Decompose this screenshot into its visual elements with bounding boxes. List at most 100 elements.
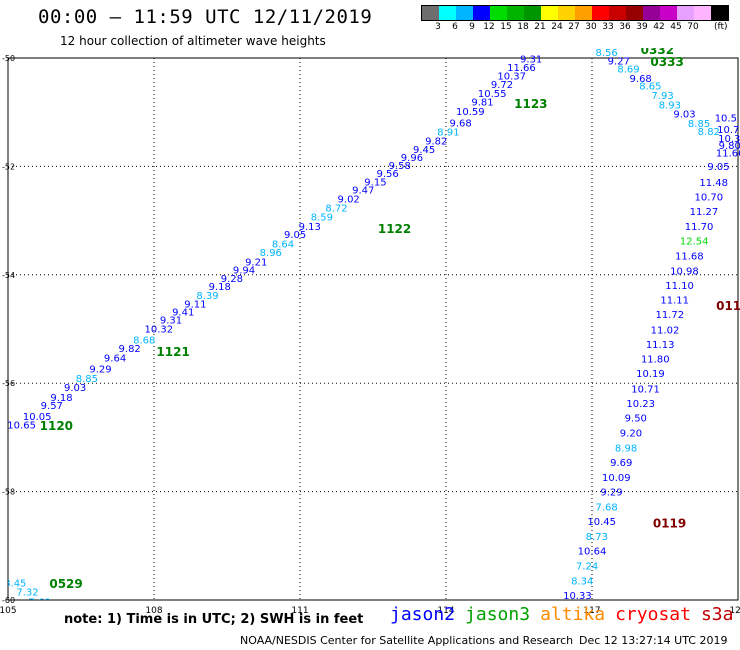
swh-value-point: 9.80 (719, 141, 740, 152)
color-scale-cell (592, 6, 609, 20)
track-time-label: 0119 (653, 516, 686, 530)
swh-value-point: 9.72 (491, 80, 513, 91)
y-tick-label: -58 (2, 488, 15, 497)
color-scale-label: 36 (619, 22, 631, 32)
swh-value-point: 8.34 (571, 576, 593, 587)
credit-line: NOAA/NESDIS Center for Satellite Applica… (240, 634, 574, 647)
swh-value-point: 9.45 (413, 145, 435, 156)
swh-value-point: 9.29 (600, 487, 622, 498)
color-scale-label: 9 (469, 22, 475, 32)
swh-value-point: 10.64 (578, 546, 607, 557)
swh-value-point: 9.96 (401, 153, 423, 164)
swh-value-point: 9.13 (299, 222, 321, 233)
swh-value-point: 11.66 (507, 63, 536, 74)
color-scale-cell (558, 6, 575, 20)
swh-value-point: 9.18 (50, 393, 72, 404)
swh-value-point: 8.45 (4, 578, 26, 589)
swh-value-point: 9.05 (707, 162, 729, 173)
color-scale-label: 30 (585, 22, 597, 32)
swh-value-point: 9.31 (520, 54, 542, 65)
swh-value-point: 8.64 (272, 240, 294, 251)
swh-value-point: 10.37 (497, 72, 526, 83)
x-tick-label: 108 (145, 606, 162, 616)
track-time-label: 1121 (156, 345, 189, 359)
swh-value-point: 9.69 (610, 458, 632, 469)
swh-value-point: 9.82 (119, 344, 141, 355)
swh-value-point: 8.65 (639, 81, 661, 92)
swh-value-point: 10.32 (145, 324, 174, 335)
swh-value-point: 9.18 (209, 282, 231, 293)
swh-value-point: 8.72 (325, 203, 347, 214)
swh-value-point: 8.85 (688, 119, 710, 130)
swh-value-point: 8.73 (586, 532, 608, 543)
y-tick-label: -56 (2, 379, 15, 388)
swh-value-point: 10.55 (478, 89, 507, 100)
color-scale-labels: 3 6 9 12 15 18 21 24 27 30 33 36 39 42 45 70 (421, 22, 727, 34)
data-layer: 10.6510.059.579.189.038.859.299.649.828.… (4, 48, 740, 608)
swh-value-point: 10.05 (23, 412, 52, 423)
swh-value-point: 9.82 (425, 137, 447, 148)
swh-value-point: 10.71 (631, 384, 660, 395)
swh-value-point: 9.50 (625, 414, 647, 425)
footer-note: note: 1) Time is in UTC; 2) SWH is in fe… (64, 612, 364, 627)
swh-value-point: 9.57 (41, 401, 63, 412)
swh-value-point: 10.09 (602, 473, 631, 484)
x-tick-label: 111 (291, 606, 308, 616)
color-scale-cell (473, 6, 490, 20)
x-tick-label: 117 (583, 606, 600, 616)
color-scale-cell (626, 6, 643, 20)
swh-value-point: 10.45 (587, 517, 616, 528)
swh-value-point: 7.93 (651, 91, 673, 102)
satellite-legend: jason2 jason3 altika cryosat s3a (390, 604, 740, 625)
y-tick-label: -50 (2, 54, 15, 63)
color-scale-cell (694, 6, 711, 20)
swh-value-point: 10.19 (636, 369, 665, 380)
track-time-label: 0333 (650, 55, 683, 69)
swh-value-point: 12.54 (680, 236, 709, 247)
y-tick-label: -60 (2, 596, 15, 605)
swh-value-point: 9.29 (89, 364, 111, 375)
swh-value-point: 8.59 (311, 213, 333, 224)
swh-value-point: 7.68 (29, 597, 51, 608)
color-scale-label: 15 (500, 22, 512, 32)
color-scale-label: 21 (534, 22, 546, 32)
swh-value-point: 10.59 (456, 107, 485, 118)
y-tick-label: -52 (2, 162, 15, 171)
swh-value-point: 8.56 (595, 48, 617, 59)
swh-value-point: 11.02 (651, 325, 680, 336)
swh-value-point: 9.21 (245, 258, 267, 269)
swh-value-point: 11.10 (665, 281, 694, 292)
swh-value-point: 10.33 (563, 591, 592, 602)
chart-subtitle: 12 hour collection of altimeter wave hei… (60, 34, 326, 48)
swh-value-point: 9.03 (64, 383, 86, 394)
swh-value-point: 9.68 (630, 74, 652, 85)
swh-value-point: 9.27 (608, 57, 630, 68)
swh-value-point: 9.28 (221, 274, 243, 285)
color-scale-cell (507, 6, 524, 20)
swh-value-point: 10.65 (7, 421, 36, 432)
swh-value-point: 8.85 (76, 374, 98, 385)
swh-value-point: 11.13 (646, 340, 675, 351)
swh-value-point: 11.11 (660, 296, 689, 307)
color-scale-label: 18 (517, 22, 529, 32)
swh-value-point: 8.96 (260, 248, 282, 259)
swh-value-point: 8.39 (196, 291, 218, 302)
legend-item-jason3: jason3 (465, 604, 531, 625)
color-scale-cell (541, 6, 558, 20)
swh-value-point: 9.02 (338, 195, 360, 206)
swh-value-point: 7.24 (576, 562, 598, 573)
color-scale-cell (439, 6, 456, 20)
page-title: 00:00 – 11:59 UTC 12/11/2019 (38, 6, 373, 28)
swh-value-point: 9.68 (449, 118, 471, 129)
swh-value-point: 8.82 (698, 127, 720, 138)
swh-value-point: 9.94 (233, 266, 255, 277)
generated-timestamp: Dec 12 13:27:14 UTC 2019 (579, 634, 728, 647)
swh-value-point: 10.3 (718, 134, 740, 145)
legend-item-altika: altika (540, 604, 606, 625)
color-scale-cell (660, 6, 677, 20)
swh-value-point: 9.56 (376, 169, 398, 180)
color-scale-cell (677, 6, 694, 20)
color-scale-cell (711, 6, 728, 20)
swh-value-point: 9.05 (284, 230, 306, 241)
swh-value-point: 11.80 (641, 355, 670, 366)
